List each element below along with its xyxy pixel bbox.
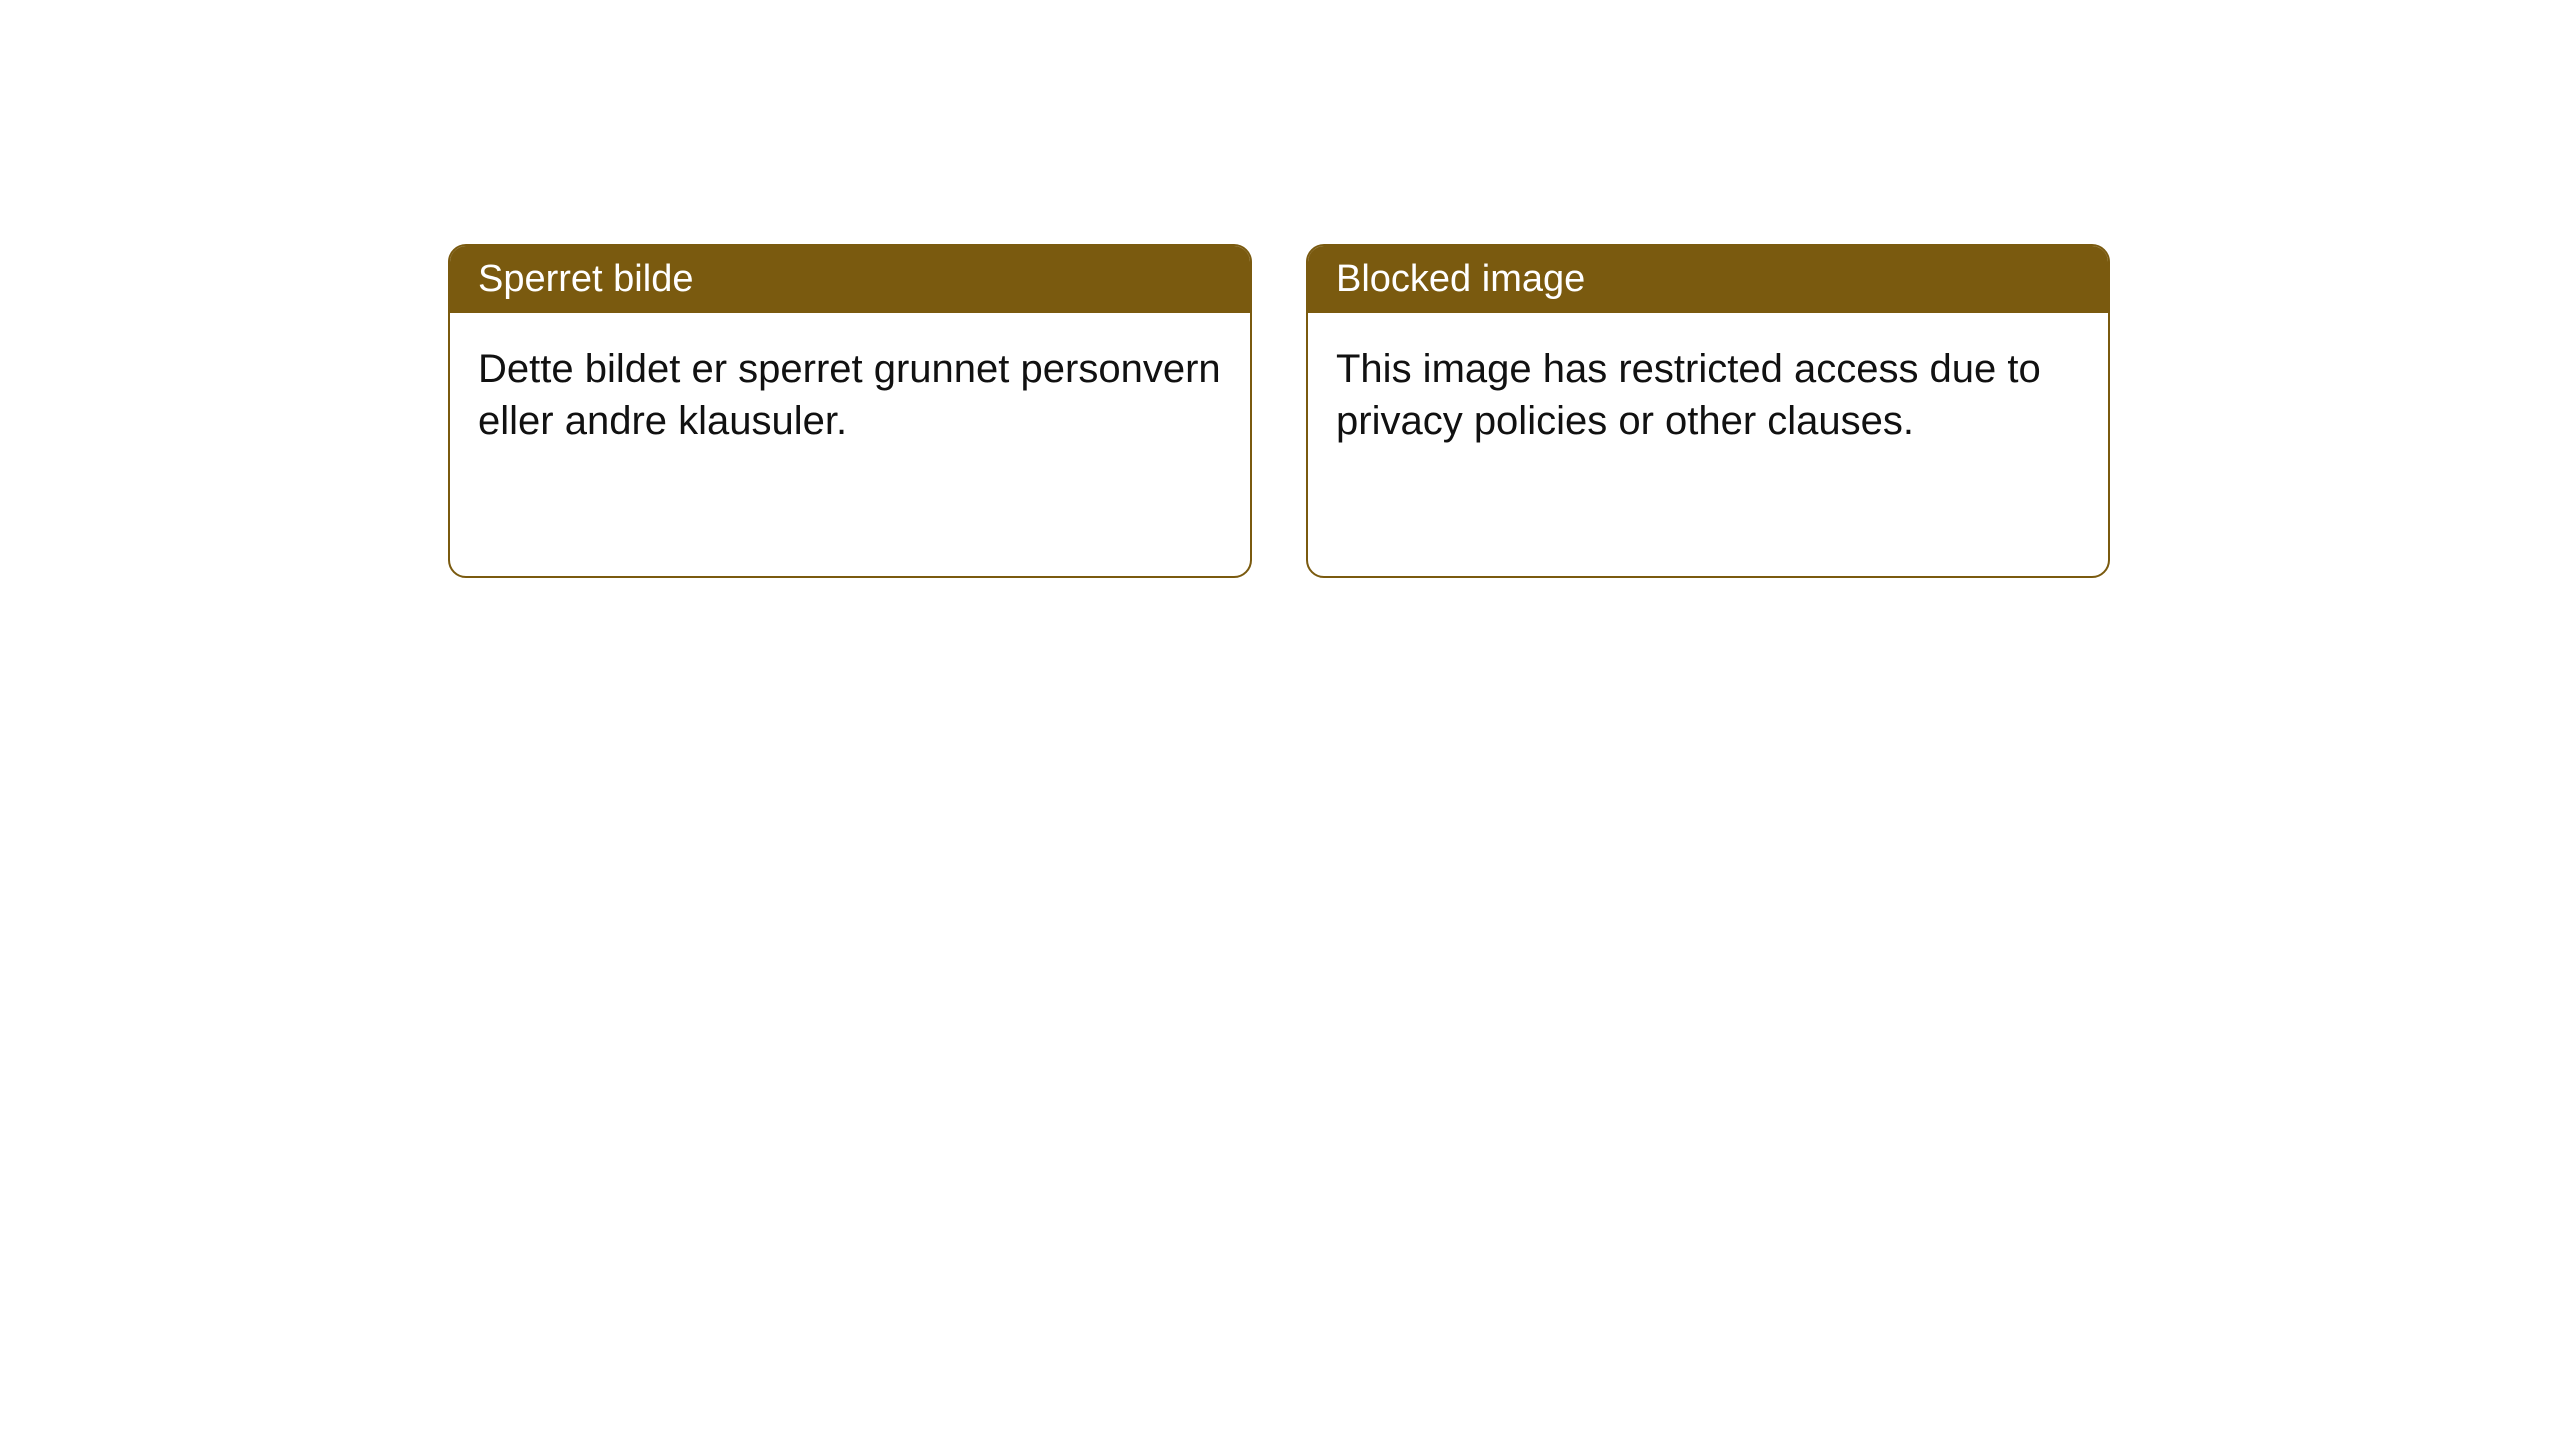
notice-header: Sperret bilde	[450, 246, 1250, 313]
notice-card-norwegian: Sperret bilde Dette bildet er sperret gr…	[448, 244, 1252, 578]
notice-header: Blocked image	[1308, 246, 2108, 313]
notice-body: This image has restricted access due to …	[1308, 313, 2108, 477]
notice-card-english: Blocked image This image has restricted …	[1306, 244, 2110, 578]
notice-body: Dette bildet er sperret grunnet personve…	[450, 313, 1250, 477]
notice-container: Sperret bilde Dette bildet er sperret gr…	[0, 0, 2560, 578]
